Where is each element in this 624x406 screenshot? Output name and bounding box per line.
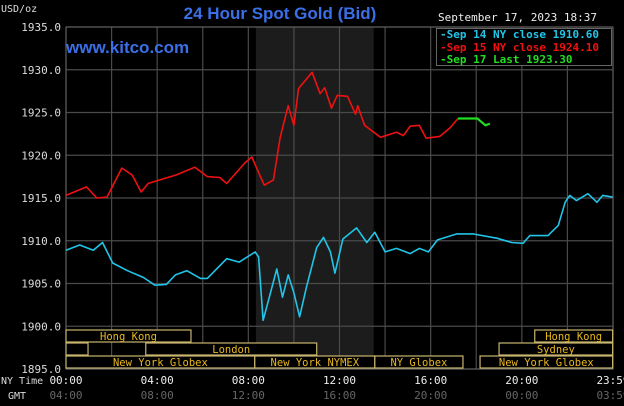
x-tick-label-ny: 08:00 bbox=[232, 374, 265, 387]
y-tick-label: 1925.0 bbox=[21, 107, 61, 120]
x-tick-label-gmt: 20:00 bbox=[414, 389, 447, 402]
series-line-3 bbox=[458, 117, 491, 127]
y-tick-label: 1935.0 bbox=[21, 21, 61, 34]
series-line-2 bbox=[65, 71, 459, 199]
x-tick-label-ny: 04:00 bbox=[141, 374, 174, 387]
session-box bbox=[145, 342, 318, 356]
website-link[interactable]: www.kitco.com bbox=[66, 38, 190, 57]
session-box bbox=[65, 342, 89, 356]
x-tick-label-ny: 16:00 bbox=[414, 374, 447, 387]
session-box bbox=[65, 329, 192, 343]
x-tick-label-ny: 20:00 bbox=[505, 374, 538, 387]
legend: -Sep 14 NY close 1910.60 -Sep 15 NY clos… bbox=[436, 28, 612, 66]
x-axis-label-ny: NY Time bbox=[1, 376, 43, 387]
series-line-1 bbox=[65, 192, 613, 322]
y-tick-label: 1910.0 bbox=[21, 235, 61, 248]
session-label: New York NYMEX bbox=[271, 357, 360, 369]
x-tick-label-gmt: 16:00 bbox=[323, 389, 356, 402]
session-label: New York Globex bbox=[113, 357, 208, 369]
x-tick-label-gmt: 03:59 bbox=[596, 389, 624, 402]
x-tick-label-gmt: 12:00 bbox=[232, 389, 265, 402]
timestamp: September 17, 2023 18:37 bbox=[438, 11, 597, 24]
y-tick-label: 1900.0 bbox=[21, 320, 61, 333]
session-label: Hong Kong bbox=[545, 331, 602, 343]
y-tick-label: 1915.0 bbox=[21, 192, 61, 205]
legend-entry: -Sep 14 NY close 1910.60 bbox=[440, 28, 599, 41]
x-tick-label-gmt: 04:00 bbox=[49, 389, 82, 402]
session-label: Hong Kong bbox=[100, 331, 157, 343]
session-label: New York Globex bbox=[499, 357, 594, 369]
x-tick-label-ny: 23:59 bbox=[596, 374, 624, 387]
x-axis-label-gmt: GMT bbox=[8, 391, 26, 402]
session-box bbox=[534, 329, 614, 343]
y-tick-label: 1905.0 bbox=[21, 278, 61, 291]
x-tick-label-ny: 12:00 bbox=[323, 374, 356, 387]
y-unit-label: USD/oz bbox=[1, 4, 38, 15]
x-tick-label-ny: 00:00 bbox=[49, 374, 82, 387]
session-box bbox=[498, 342, 614, 356]
session-box bbox=[479, 355, 614, 369]
plot-border bbox=[65, 26, 614, 370]
legend-entry: -Sep 15 NY close 1924.10 bbox=[440, 40, 599, 54]
session-label: NY Globex bbox=[390, 357, 447, 369]
session-box bbox=[374, 355, 464, 369]
x-tick-label-gmt: 00:00 bbox=[505, 389, 538, 402]
y-tick-label: 1930.0 bbox=[21, 64, 61, 77]
y-tick-label: 1920.0 bbox=[21, 149, 61, 162]
session-label: London bbox=[212, 344, 250, 356]
legend-entry: -Sep 17 Last 1923.30 bbox=[440, 53, 573, 66]
chart-title: 24 Hour Spot Gold (Bid) bbox=[183, 4, 377, 23]
x-tick-label-gmt: 08:00 bbox=[141, 389, 174, 402]
y-tick-label: 1895.0 bbox=[21, 363, 61, 376]
session-label: Sydney bbox=[537, 344, 575, 356]
